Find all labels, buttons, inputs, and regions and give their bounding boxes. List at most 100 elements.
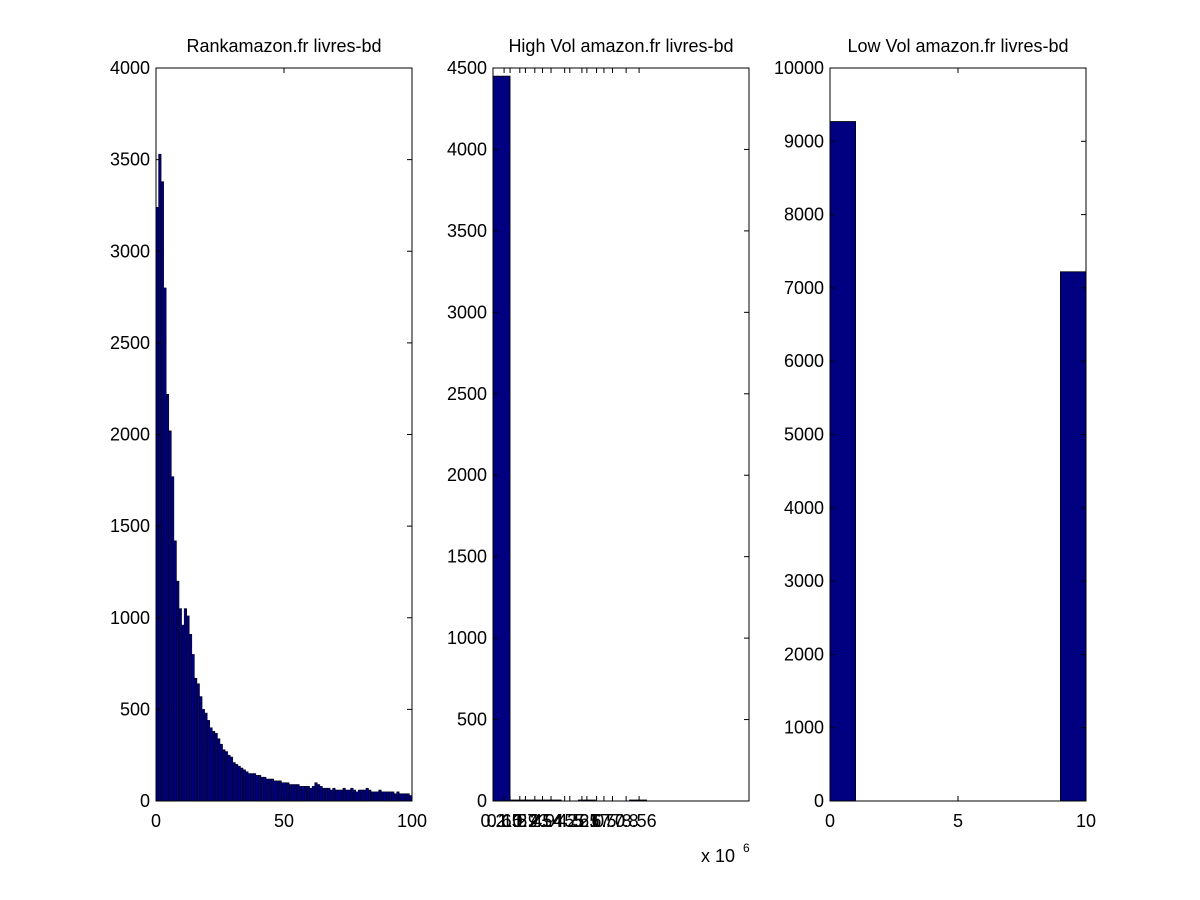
histogram-bar <box>388 791 392 802</box>
y-tick-label: 1500 <box>447 547 487 567</box>
histogram-bar <box>406 793 410 802</box>
histogram-bar <box>363 789 367 802</box>
histogram-bar <box>247 773 251 802</box>
axes-background <box>493 68 749 801</box>
x-tick-label: 1.0 <box>498 811 523 831</box>
histogram-bar <box>191 654 195 802</box>
histogram-bar <box>391 791 395 802</box>
histogram-bar <box>1060 271 1087 802</box>
histogram-bar <box>171 476 175 802</box>
x-tick-label: 0.2 <box>480 811 505 831</box>
histogram-bar <box>386 791 390 802</box>
y-tick-label: 0 <box>140 791 150 811</box>
y-tick-label: 2000 <box>447 465 487 485</box>
histogram-bar <box>293 784 298 802</box>
x-tick-label: 2.45 <box>517 811 552 831</box>
histogram-bar <box>160 181 164 802</box>
histogram-bar <box>260 776 264 802</box>
histogram-bar <box>163 287 167 802</box>
histogram-bar <box>314 782 318 802</box>
histogram-bar <box>401 793 405 802</box>
y-tick-label: 1000 <box>447 628 487 648</box>
histogram-bar <box>337 789 341 802</box>
chart-title: Low Vol amazon.fr livres-bd <box>847 36 1068 56</box>
histogram-bar <box>324 787 328 802</box>
axis-exponent-power: 6 <box>743 841 750 855</box>
y-tick-label: 4000 <box>110 58 150 78</box>
x-tick-label: 0 <box>151 811 161 831</box>
histogram-bar <box>232 762 236 802</box>
y-tick-label: 2500 <box>447 384 487 404</box>
axis-exponent-label: x 10 <box>701 846 735 866</box>
histogram-bar <box>340 789 344 802</box>
y-tick-label: 0 <box>477 791 487 811</box>
histogram-bar <box>301 786 305 802</box>
y-tick-label: 7000 <box>784 278 824 298</box>
histogram-bar <box>273 780 277 802</box>
histogram-bar <box>196 683 200 802</box>
histogram-bar <box>286 782 290 802</box>
x-tick-label: 7.8 <box>614 811 639 831</box>
histogram-bar <box>255 775 259 802</box>
histogram-bar <box>240 767 244 802</box>
x-tick-label: 1.9 <box>513 811 538 831</box>
histogram-bar <box>360 789 364 802</box>
y-tick-label: 8000 <box>784 205 824 225</box>
y-tick-label: 9000 <box>784 131 824 151</box>
histogram-bar <box>350 787 354 802</box>
chart-title: Rankamazon.fr livres-bd <box>186 36 381 56</box>
y-tick-label: 3500 <box>447 221 487 241</box>
histogram-bar <box>288 784 292 802</box>
histogram-bar <box>168 430 172 802</box>
histogram-bar <box>352 789 356 802</box>
histogram-bar <box>245 771 249 802</box>
histogram-bar <box>829 121 857 802</box>
panel-2 <box>492 67 750 802</box>
histogram-bar <box>329 789 333 802</box>
y-tick-label: 3000 <box>110 241 150 261</box>
axes-background <box>830 68 1086 801</box>
x-tick-label: 8.56 <box>622 811 657 831</box>
y-tick-label: 1000 <box>784 718 824 738</box>
x-tick-label: 4.2 <box>552 811 577 831</box>
histogram-bar <box>194 677 198 802</box>
histogram-bar <box>206 720 211 802</box>
histogram-bar <box>396 791 400 802</box>
histogram-bar <box>304 786 308 802</box>
histogram-bar <box>235 764 239 802</box>
y-tick-label: 2000 <box>110 425 150 445</box>
histogram-bar <box>345 789 349 802</box>
histogram-bar <box>209 727 213 802</box>
y-tick-label: 1500 <box>110 516 150 536</box>
histogram-bar <box>381 791 385 802</box>
x-tick-label: 3.4 <box>539 811 564 831</box>
histogram-bar <box>250 773 254 802</box>
histogram-bar <box>393 793 397 802</box>
histogram-bar <box>201 709 205 802</box>
histogram-bar <box>165 393 170 802</box>
y-tick-label: 500 <box>120 699 150 719</box>
x-tick-label: 5 <box>953 811 963 831</box>
histogram-bar <box>183 608 187 802</box>
histogram-bar <box>253 773 257 802</box>
x-tick-label: 5.21 <box>564 811 599 831</box>
histogram-bar <box>355 791 359 802</box>
y-tick-label: 0 <box>814 791 824 811</box>
x-tick-label: 10 <box>1076 811 1096 831</box>
x-tick-label: 6.5 <box>591 811 616 831</box>
y-tick-label: 10000 <box>774 58 824 78</box>
histogram-bar <box>176 580 180 802</box>
histogram-bar <box>270 778 275 802</box>
histogram-bar <box>365 787 369 802</box>
panel-3 <box>829 67 1087 802</box>
x-tick-label: 2.9 <box>530 811 555 831</box>
histogram-bar <box>378 789 382 802</box>
histogram-bar <box>347 789 351 802</box>
x-tick-label: 5.5 <box>574 811 599 831</box>
histogram-bar <box>265 778 269 802</box>
histogram-bar <box>224 751 228 802</box>
histogram-bar <box>263 776 267 802</box>
histogram-bar <box>237 765 241 802</box>
histogram-bar <box>178 608 182 802</box>
histogram-bar <box>322 787 326 802</box>
